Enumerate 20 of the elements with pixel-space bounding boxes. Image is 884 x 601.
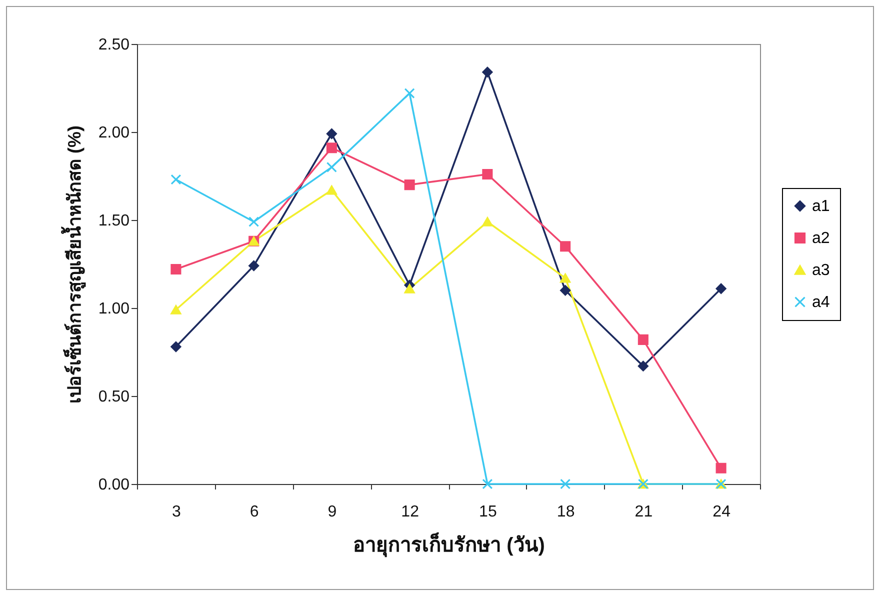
y-tick-label: 1.50 (98, 212, 130, 230)
legend-label: a1 (812, 198, 830, 215)
y-tick-label: 1.00 (98, 300, 130, 318)
x-tick-label: 6 (250, 504, 259, 520)
legend-label: a2 (812, 230, 830, 247)
y-tick-label: 0.50 (98, 388, 130, 406)
x-axis-title: อายุการเก็บรักษา (วัน) (353, 532, 545, 558)
x-tick-label: 18 (556, 504, 575, 520)
x-tick-label: 24 (712, 504, 731, 520)
legend-label: a3 (812, 262, 830, 279)
y-tick-label: 2.50 (98, 36, 130, 54)
legend-label: a4 (812, 294, 830, 311)
y-tick-label: 2.00 (98, 124, 130, 142)
x-tick-label: 15 (479, 504, 497, 520)
y-axis-title: เปอร์เซ็นต์การสูญเสียน้ำหนักสด (%) (60, 126, 86, 404)
x-tick-label: 9 (328, 504, 337, 520)
x-tick-label: 12 (401, 504, 420, 520)
x-tick-label: 3 (172, 504, 181, 520)
y-tick-label: 0.00 (98, 476, 130, 494)
x-tick-label: 21 (634, 504, 653, 520)
